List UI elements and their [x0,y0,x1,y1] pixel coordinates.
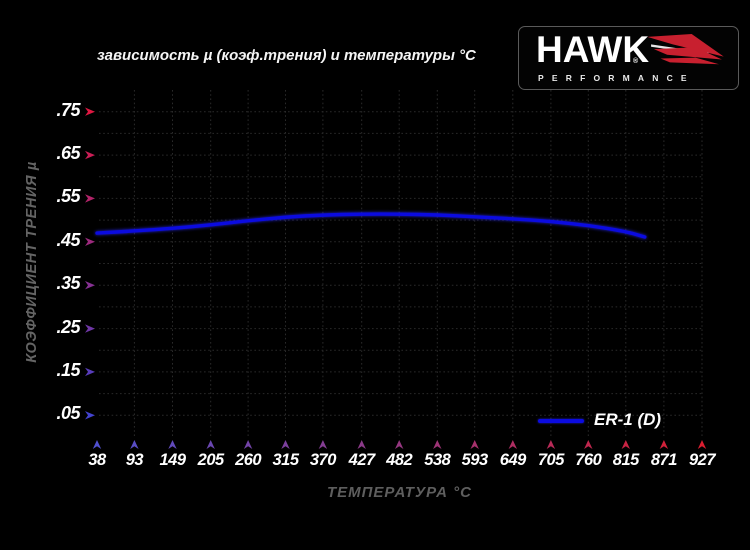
x-tick-arrow-icon [697,440,707,449]
x-tick-arrow-icon [584,440,593,449]
registered-trademark-icon: ® [633,58,639,65]
x-tick-arrow-icon [621,440,630,449]
x-tick-arrow-icon [130,440,139,449]
x-axis-title: ТЕМПЕРАТУРА °C [326,484,473,501]
x-tick-arrow-icon [318,440,328,449]
x-tick-arrow-icon [395,440,404,449]
y-tick-arrow-icon [85,150,95,160]
y-axis-title: КОЭФФИЦИЕНТ ТРЕНИЯ µ [24,161,40,363]
legend-line-swatch [538,419,584,423]
legend: ER-1 (D) [538,410,661,430]
x-tick-arrow-icon [206,440,215,449]
x-tick-arrow-icon [659,440,669,449]
x-tick-arrow-icon [92,440,102,449]
y-tick-arrow-icon [85,237,95,246]
x-tick-arrow-icon [357,440,366,449]
x-tick-arrow-icon [508,440,517,449]
y-tick-arrow-icon [85,411,95,420]
x-tick-arrow-icon [281,440,290,449]
x-tick-arrow-icon [470,440,479,449]
hawk-logo-wordmark: HAWK [536,29,650,70]
hawk-wing-icon [647,34,724,65]
y-tick-arrow-icon [85,367,95,377]
chart-title: зависимость µ (коэф.трения) и температур… [97,47,476,64]
x-tick-arrow-icon [243,440,253,449]
y-tick-arrow-icon [85,107,95,116]
friction-curve [95,212,647,239]
legend-series-label: ER-1 (D) [594,410,662,429]
x-tick-arrow-icon [546,440,556,449]
x-tick-arrow-icon [433,440,442,449]
x-tick-arrow-icon [168,440,177,449]
y-tick-arrow-icon [85,324,95,333]
hawk-logo-subbrand: PERFORMANCE [538,73,695,83]
y-tick-arrow-icon [85,281,95,290]
y-tick-arrow-icon [85,194,95,203]
hawk-logo: HAWK ® PERFORMANCE [518,26,739,90]
